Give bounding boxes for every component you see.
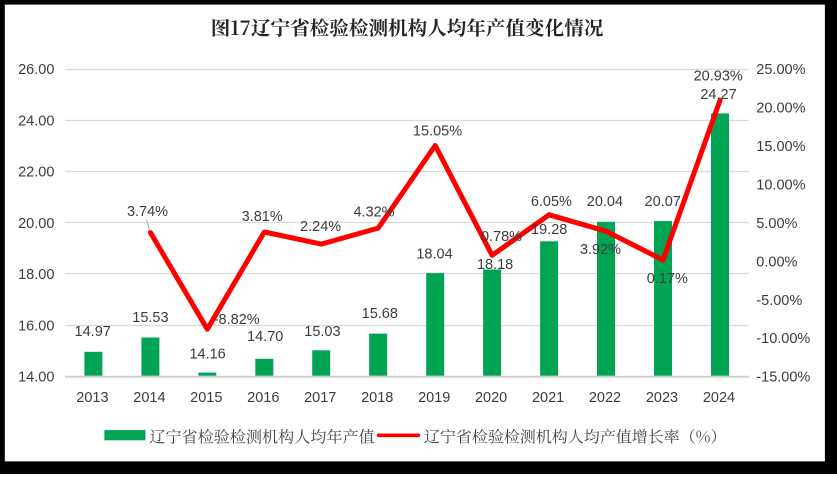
svg-text:18.18: 18.18 [477, 257, 513, 273]
svg-text:4.32%: 4.32% [353, 205, 394, 221]
svg-text:20.07: 20.07 [645, 194, 681, 210]
svg-text:2024: 2024 [703, 390, 735, 406]
svg-text:14.97: 14.97 [75, 324, 111, 340]
svg-text:18.04: 18.04 [416, 246, 452, 262]
svg-text:15.03: 15.03 [304, 324, 340, 340]
svg-text:20.04: 20.04 [587, 194, 623, 210]
svg-text:16.00: 16.00 [18, 318, 54, 334]
svg-text:24.27: 24.27 [700, 87, 736, 103]
svg-text:2017: 2017 [304, 390, 336, 406]
svg-text:2022: 2022 [589, 390, 621, 406]
svg-text:2018: 2018 [361, 390, 393, 406]
svg-text:3.92%: 3.92% [580, 242, 621, 258]
svg-text:14.00: 14.00 [18, 370, 54, 386]
svg-text:20.93%: 20.93% [694, 68, 743, 84]
svg-text:2014: 2014 [133, 390, 165, 406]
svg-text:5.00%: 5.00% [756, 216, 797, 232]
svg-text:24.00: 24.00 [18, 113, 54, 129]
svg-text:2016: 2016 [247, 390, 279, 406]
svg-text:0.17%: 0.17% [647, 271, 688, 287]
svg-text:15.68: 15.68 [362, 306, 398, 322]
svg-text:18.00: 18.00 [18, 267, 54, 283]
svg-text:10.00%: 10.00% [756, 177, 805, 193]
svg-text:-15.00%: -15.00% [756, 370, 810, 386]
svg-text:15.53: 15.53 [132, 310, 168, 326]
svg-text:2021: 2021 [532, 390, 564, 406]
svg-text:0.78%: 0.78% [481, 229, 522, 245]
svg-text:15.00%: 15.00% [756, 139, 805, 155]
svg-text:2.24%: 2.24% [300, 219, 341, 235]
svg-text:2020: 2020 [475, 390, 507, 406]
svg-text:14.16: 14.16 [189, 347, 225, 363]
svg-text:20.00%: 20.00% [756, 101, 805, 117]
svg-text:19.28: 19.28 [531, 222, 567, 238]
svg-text:0.00%: 0.00% [756, 254, 797, 270]
svg-text:2013: 2013 [76, 390, 108, 406]
svg-text:25.00%: 25.00% [756, 62, 805, 78]
svg-text:2023: 2023 [646, 390, 678, 406]
svg-text:-8.82%: -8.82% [214, 312, 260, 328]
svg-text:2015: 2015 [190, 390, 222, 406]
svg-text:3.81%: 3.81% [242, 209, 283, 225]
svg-text:-5.00%: -5.00% [756, 293, 802, 309]
svg-text:22.00: 22.00 [18, 165, 54, 181]
svg-text:-10.00%: -10.00% [756, 331, 810, 347]
svg-text:2019: 2019 [418, 390, 450, 406]
svg-text:26.00: 26.00 [18, 62, 54, 78]
svg-text:20.00: 20.00 [18, 216, 54, 232]
svg-text:14.70: 14.70 [247, 329, 283, 345]
svg-text:6.05%: 6.05% [531, 194, 572, 210]
svg-text:15.05%: 15.05% [413, 124, 462, 140]
svg-text:3.74%: 3.74% [127, 204, 168, 220]
